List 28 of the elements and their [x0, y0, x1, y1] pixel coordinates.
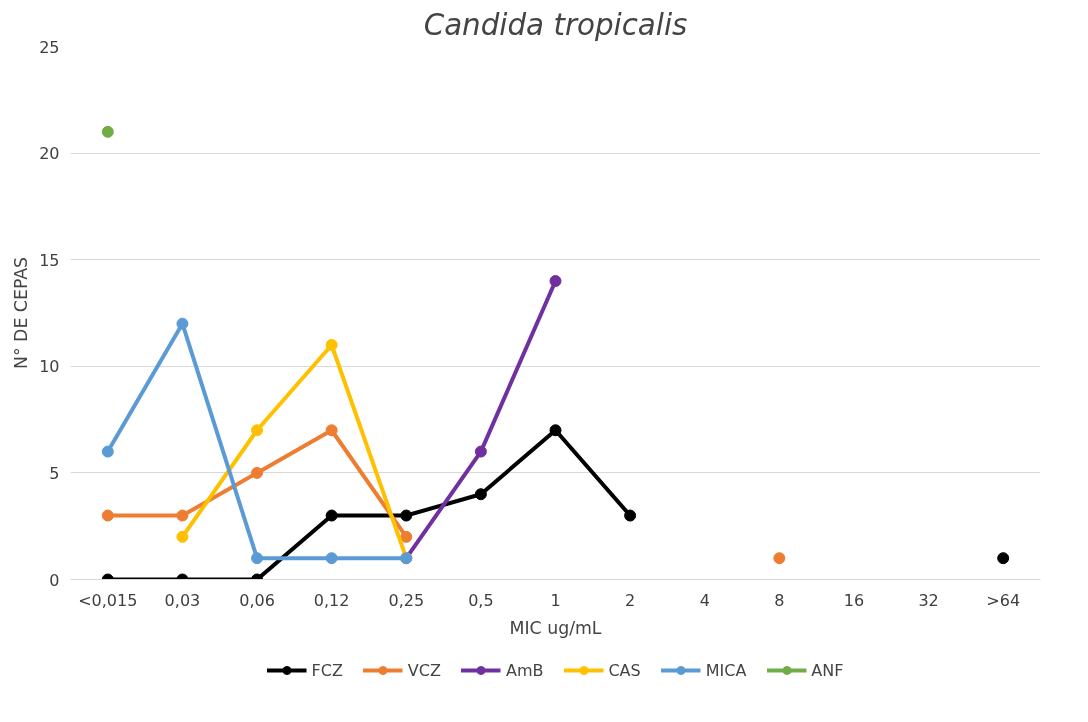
y-tick-label: 0 [49, 570, 60, 590]
y-tick-label: 10 [39, 357, 60, 377]
legend-label: AmB [505, 660, 544, 680]
x-tick-label: 4 [699, 590, 710, 610]
x-axis-title: MIC ug/mL [509, 617, 602, 638]
x-tick-label: 0,06 [239, 590, 275, 610]
y-tick-label: 25 [39, 37, 60, 57]
legend-label: FCZ [311, 660, 343, 680]
legend-label: ANF [811, 660, 844, 680]
legend-label: MICA [705, 660, 747, 680]
x-tick-label: 1 [550, 590, 561, 610]
x-tick-label: 0,5 [468, 590, 494, 610]
y-tick-label: 5 [49, 463, 60, 483]
x-tick-label: 16 [843, 590, 865, 610]
x-tick-label: 0,03 [164, 590, 201, 610]
y-axis-title: N° DE CEPAS [11, 256, 32, 370]
y-tick-label: 20 [39, 144, 60, 164]
x-tick-label: 2 [625, 590, 636, 610]
x-tick-label: <0,015 [78, 590, 138, 610]
x-tick-label: >64 [986, 590, 1021, 610]
legend-label: CAS [608, 660, 641, 680]
x-tick-label: 0,25 [388, 590, 425, 610]
y-tick-label: 15 [39, 250, 60, 270]
x-tick-label: 0,12 [313, 590, 350, 610]
x-tick-label: 8 [774, 590, 785, 610]
chart-title: Candida tropicalis [423, 7, 688, 42]
legend-label: VCZ [407, 660, 441, 680]
x-tick-label: 32 [918, 590, 939, 610]
